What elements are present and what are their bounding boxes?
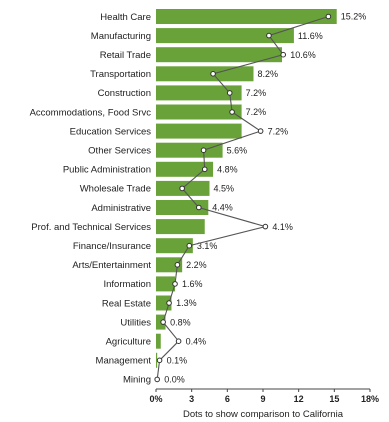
value-label: 0.4% (186, 336, 207, 346)
comparison-dot (229, 109, 235, 115)
comparison-dot (201, 166, 208, 173)
category-label: Other Services (88, 146, 151, 157)
category-label: Accommodations, Food Srvc (30, 107, 152, 118)
category-label: Transportation (90, 69, 151, 80)
value-label: 2.2% (186, 260, 207, 270)
bar-prof-and-technical-services (156, 219, 205, 235)
comparison-dot (160, 319, 166, 325)
comparison-dot (174, 262, 181, 268)
comparison-dot (156, 357, 163, 364)
value-label: 5.6% (227, 145, 248, 155)
comparison-dot (262, 223, 269, 230)
value-label: 11.6% (298, 31, 323, 41)
value-label: 8.2% (257, 69, 278, 79)
value-label: 4.4% (212, 203, 233, 213)
comparison-dot (175, 338, 182, 345)
comparison-dot (186, 242, 193, 249)
value-label: 0.1% (167, 356, 188, 366)
category-label: Management (96, 356, 152, 367)
x-tick-label: 15 (329, 394, 339, 404)
x-axis-ticks: 0% 3 6 9 12 15 18% (149, 389, 379, 404)
category-label: Construction (98, 88, 151, 99)
value-label: 7.2% (246, 88, 267, 98)
category-label: Finance/Insurance (73, 241, 151, 252)
bar-health-care (156, 9, 337, 24)
bar-retail-trade (156, 47, 283, 63)
x-tick-label: 6 (225, 394, 230, 404)
category-label: Health Care (100, 12, 151, 23)
category-label: Public Administration (63, 165, 151, 176)
comparison-dot (166, 300, 172, 306)
comparison-dot (200, 147, 207, 153)
bar-transportation (156, 66, 254, 82)
bar-finance-insurance (156, 238, 193, 254)
category-label: Mining (123, 375, 151, 386)
x-tick-label: 12 (294, 394, 304, 404)
category-label: Arts/Entertainment (72, 260, 151, 271)
value-label: 0.8% (170, 317, 191, 327)
comparison-dot (257, 128, 264, 134)
value-label: 3.1% (197, 241, 218, 251)
value-labels: 15.2%11.6%10.6%8.2%7.2%7.2%7.2%5.6%4.8%4… (164, 12, 366, 385)
category-label: Utilities (120, 317, 151, 328)
category-label: Manufacturing (91, 31, 151, 42)
x-tick-label: 18% (361, 394, 379, 404)
category-label: Prof. and Technical Services (31, 222, 151, 233)
comparison-dot (280, 51, 287, 58)
bar-public-administration (156, 161, 214, 177)
x-tick-label: 9 (260, 394, 265, 404)
bar-management (156, 352, 158, 368)
comparison-dot (266, 32, 272, 39)
value-label: 0.0% (164, 375, 185, 385)
value-label: 1.6% (182, 279, 203, 289)
x-tick-label: 0% (149, 394, 162, 404)
comparison-dot (210, 71, 216, 77)
value-label: 7.2% (246, 107, 267, 117)
comparison-dot (172, 281, 178, 287)
bar-accommodations-food-srvc (156, 104, 242, 120)
category-label: Administrative (91, 203, 151, 214)
category-label: Education Services (70, 126, 152, 137)
comparison-line (156, 15, 329, 380)
value-label: 15.2% (341, 12, 367, 22)
value-label: 7.2% (268, 126, 289, 136)
x-axis-label: Dots to show comparison to California (183, 409, 344, 420)
bar-arts-entertainment (156, 257, 183, 273)
comparison-dot (154, 376, 160, 383)
bar-manufacturing (156, 28, 294, 44)
value-label: 4.8% (217, 165, 238, 175)
value-label: 1.3% (176, 298, 197, 308)
comparison-dot (325, 13, 332, 20)
category-label: Agriculture (106, 337, 151, 348)
comparison-dot (179, 185, 185, 192)
bar-agriculture (156, 333, 161, 349)
category-labels: Health Care Manufacturing Retail Trade Tran… (30, 12, 152, 386)
comparison-line-group (154, 13, 332, 383)
bar-education-services (156, 123, 242, 139)
value-label: 4.1% (272, 222, 293, 232)
category-label: Wholesale Trade (80, 184, 151, 195)
bar-other-services (156, 142, 223, 158)
bar-information (156, 276, 176, 292)
comparison-dot (196, 204, 202, 211)
value-label: 10.6% (290, 50, 316, 60)
comparison-dot (226, 90, 233, 96)
category-label: Information (103, 279, 151, 290)
category-label: Real Estate (102, 298, 151, 309)
category-label: Retail Trade (100, 50, 151, 61)
bar-construction (156, 85, 242, 101)
x-tick-label: 3 (189, 394, 194, 404)
value-label: 4.5% (214, 184, 235, 194)
